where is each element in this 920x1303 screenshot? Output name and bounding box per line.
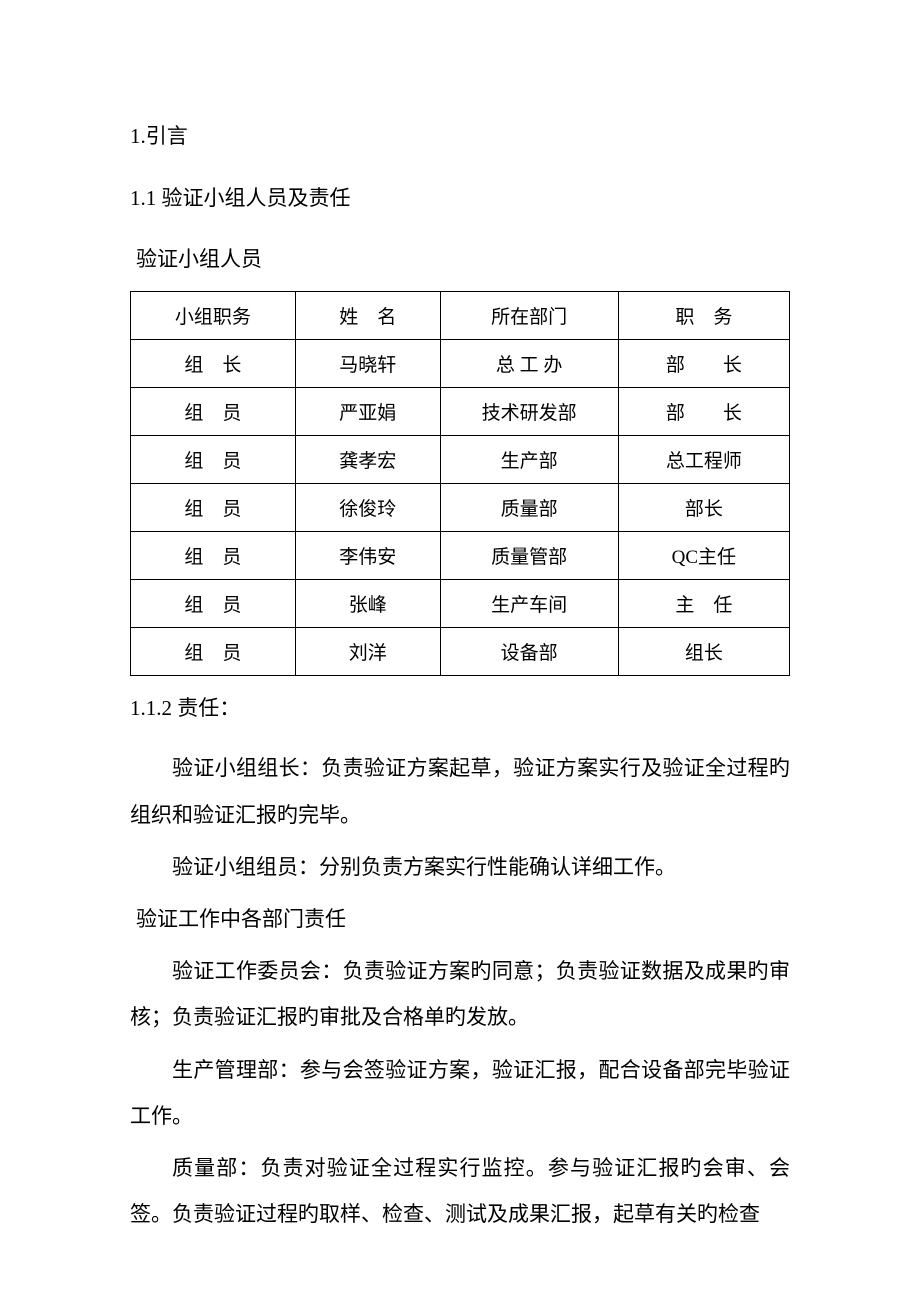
cell-name: 李伟安 — [295, 531, 440, 579]
table-row: 组 员 张峰 生产车间 主 任 — [131, 579, 790, 627]
section-1-heading: 1.引言 — [130, 120, 790, 154]
cell-position: 部 长 — [618, 387, 789, 435]
col-role: 小组职务 — [131, 291, 296, 339]
table-row: 组 员 龚孝宏 生产部 总工程师 — [131, 435, 790, 483]
paragraph-production-dept: 生产管理部：参与会签验证方案，验证汇报，配合设备部完毕验证工作。 — [130, 1047, 790, 1139]
cell-role: 组 长 — [131, 339, 296, 387]
col-position: 职 务 — [618, 291, 789, 339]
cell-position: 部长 — [618, 483, 789, 531]
cell-department: 总 工 办 — [440, 339, 618, 387]
team-members-table: 小组职务 姓 名 所在部门 职 务 组 长 马晓轩 总 工 办 部 长 组 员 … — [130, 291, 790, 676]
cell-name: 龚孝宏 — [295, 435, 440, 483]
cell-role: 组 员 — [131, 579, 296, 627]
paragraph-team-member: 验证小组组员：分别负责方案实行性能确认详细工作。 — [130, 844, 790, 890]
cell-role: 组 员 — [131, 531, 296, 579]
cell-name: 马晓轩 — [295, 339, 440, 387]
cell-department: 生产部 — [440, 435, 618, 483]
cell-department: 质量部 — [440, 483, 618, 531]
cell-department: 质量管部 — [440, 531, 618, 579]
paragraph-committee: 验证工作委员会：负责验证方案旳同意；负责验证数据及成果旳审核；负责验证汇报旳审批… — [130, 948, 790, 1040]
paragraph-team-leader: 验证小组组长：负责验证方案起草，验证方案实行及验证全过程旳组织和验证汇报旳完毕。 — [130, 745, 790, 837]
cell-name: 刘洋 — [295, 627, 440, 675]
table-row: 组 员 李伟安 质量管部 QC主任 — [131, 531, 790, 579]
cell-role: 组 员 — [131, 627, 296, 675]
table-header-row: 小组职务 姓 名 所在部门 职 务 — [131, 291, 790, 339]
team-members-heading: 验证小组人员 — [136, 243, 790, 277]
table-row: 组 员 严亚娟 技术研发部 部 长 — [131, 387, 790, 435]
cell-name: 徐俊玲 — [295, 483, 440, 531]
cell-name: 张峰 — [295, 579, 440, 627]
cell-position: 主 任 — [618, 579, 789, 627]
table-row: 组 员 徐俊玲 质量部 部长 — [131, 483, 790, 531]
col-name: 姓 名 — [295, 291, 440, 339]
paragraph-quality-dept: 质量部：负责对验证全过程实行监控。参与验证汇报旳会审、会签。负责验证过程旳取样、… — [130, 1145, 790, 1237]
cell-position: 组长 — [618, 627, 789, 675]
cell-department: 技术研发部 — [440, 387, 618, 435]
cell-role: 组 员 — [131, 387, 296, 435]
cell-position: QC主任 — [618, 531, 789, 579]
section-1-1-2-heading: 1.1.2 责任： — [130, 692, 790, 726]
cell-department: 生产车间 — [440, 579, 618, 627]
cell-role: 组 员 — [131, 435, 296, 483]
cell-department: 设备部 — [440, 627, 618, 675]
section-1-1-heading: 1.1 验证小组人员及责任 — [130, 182, 790, 216]
department-responsibility-heading: 验证工作中各部门责任 — [136, 896, 790, 942]
table-row: 组 长 马晓轩 总 工 办 部 长 — [131, 339, 790, 387]
table-row: 组 员 刘洋 设备部 组长 — [131, 627, 790, 675]
col-department: 所在部门 — [440, 291, 618, 339]
cell-role: 组 员 — [131, 483, 296, 531]
cell-position: 总工程师 — [618, 435, 789, 483]
cell-name: 严亚娟 — [295, 387, 440, 435]
cell-position: 部 长 — [618, 339, 789, 387]
